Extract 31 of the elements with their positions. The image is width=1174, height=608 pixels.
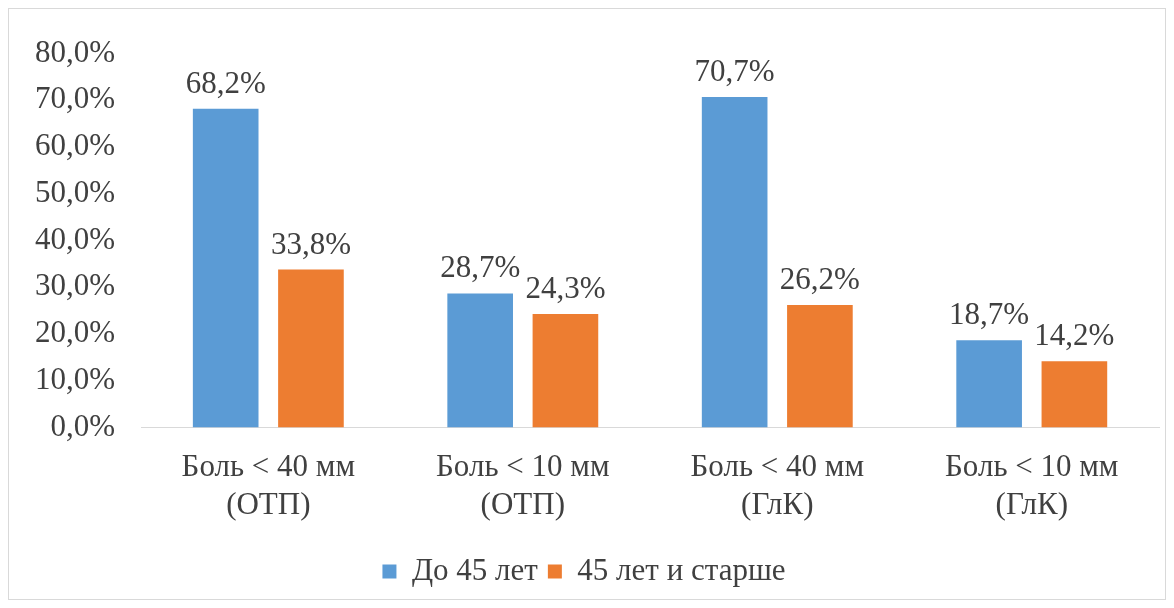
bar: [278, 269, 344, 428]
data-label: 68,2%: [185, 64, 266, 100]
y-tick-label: 40,0%: [35, 220, 116, 256]
data-label: 70,7%: [694, 53, 775, 89]
data-label: 24,3%: [525, 270, 606, 305]
x-tick-label: Боль < 10 мм (ОТП): [436, 448, 610, 521]
legend-label: До 45 лет: [411, 551, 539, 587]
bar: [787, 305, 853, 428]
bar: [701, 97, 768, 428]
y-tick-label: 30,0%: [35, 267, 116, 303]
y-tick-label: 80,0%: [35, 33, 116, 69]
y-tick-label: 60,0%: [35, 127, 116, 163]
y-tick-label: 70,0%: [35, 80, 116, 116]
data-label: 18,7%: [949, 296, 1030, 332]
y-tick-label: 50,0%: [35, 173, 116, 209]
x-tick-label: Боль < 40 мм (ГлК): [690, 448, 865, 521]
data-label: 28,7%: [440, 249, 521, 285]
y-tick-label: 20,0%: [35, 314, 116, 350]
data-label: 33,8%: [270, 225, 351, 261]
bar: [192, 108, 259, 428]
x-tick-label: Боль < 40 мм (ОТП): [181, 448, 356, 521]
bar: [532, 314, 599, 428]
bar: [956, 340, 1022, 428]
y-tick-label: 10,0%: [35, 360, 116, 396]
bar: [447, 293, 513, 428]
y-tick-label: 0,0%: [50, 407, 116, 443]
data-label: 14,2%: [1034, 317, 1115, 353]
data-label: 26,2%: [779, 261, 860, 297]
bar: [1041, 361, 1108, 428]
x-tick-label: Боль < 10 мм (ГлК): [945, 448, 1119, 521]
legend-label: 45 лет и старше: [577, 551, 786, 587]
